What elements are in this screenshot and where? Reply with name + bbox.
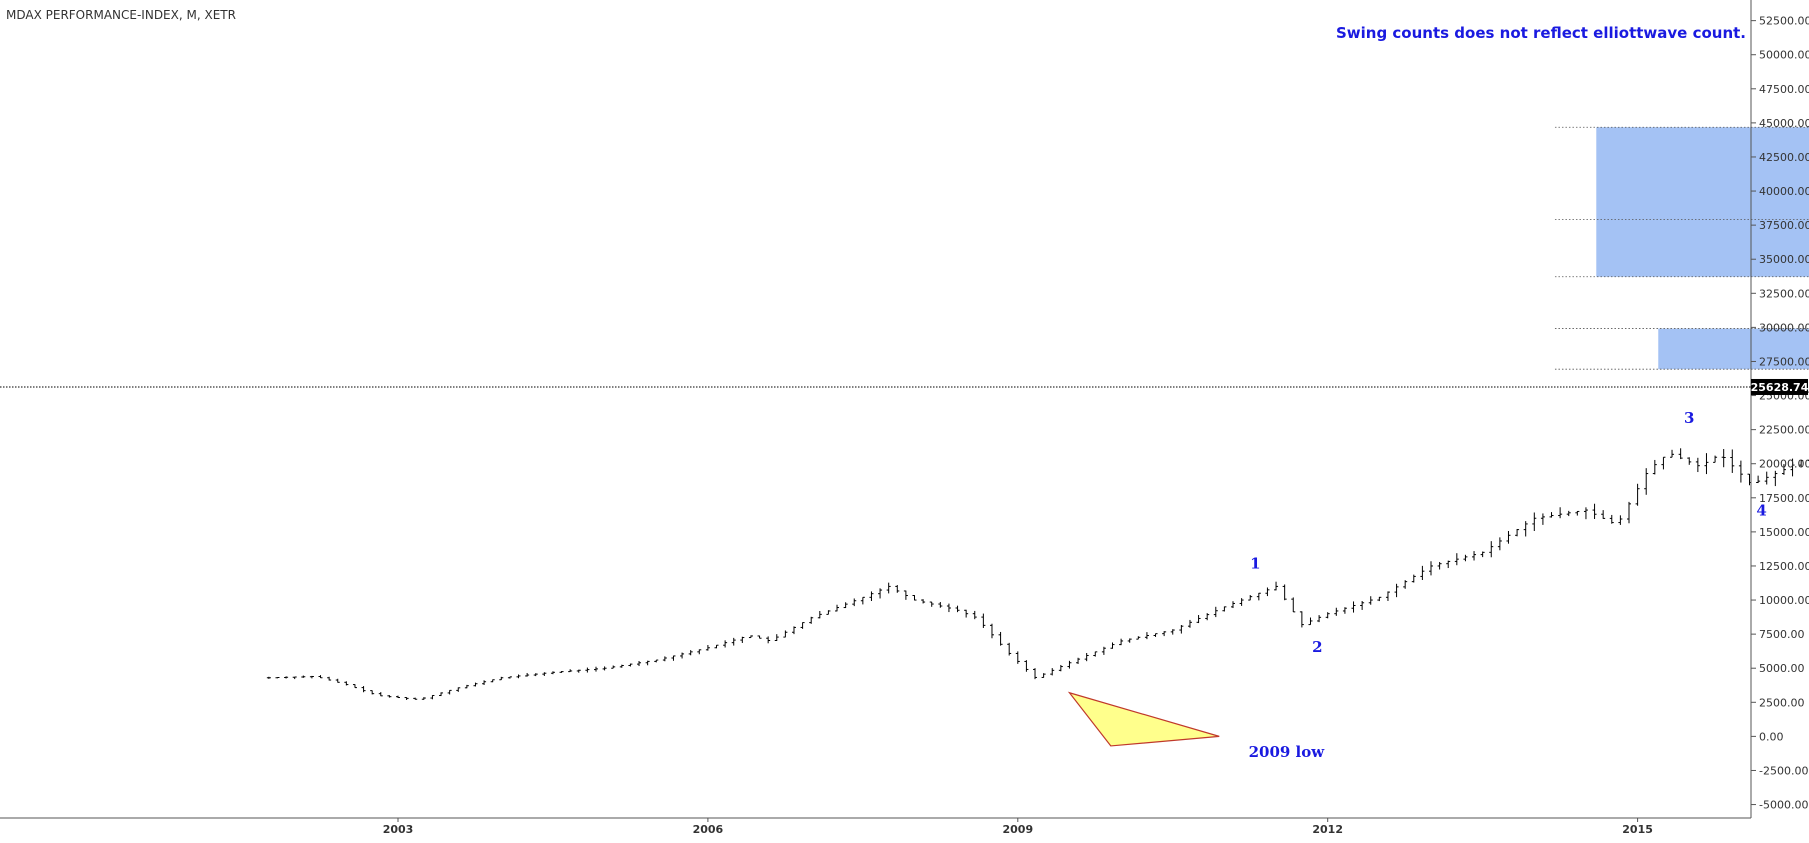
price-axis-label: 27500.00 <box>1759 355 1809 368</box>
price-axis-label: -2500.00 <box>1759 764 1808 777</box>
swing-label: 4 <box>1756 502 1766 520</box>
price-axis-label: 12500.00 <box>1759 560 1809 573</box>
fib-zone <box>1596 127 1809 277</box>
price-axis-label: 2500.00 <box>1759 696 1805 709</box>
price-axis-label: 5000.00 <box>1759 662 1805 675</box>
last-price-tag <box>1751 378 1808 395</box>
symbol-title: MDAX PERFORMANCE-INDEX, M, XETR <box>6 8 236 22</box>
time-axis-label: 2015 <box>1622 823 1653 836</box>
time-axis-label: 2012 <box>1312 823 1343 836</box>
price-axis-label: 37500.00 <box>1759 219 1809 232</box>
price-axis-label: 35000.00 <box>1759 253 1809 266</box>
price-axis-label: 22500.00 <box>1759 424 1809 437</box>
price-axis-label: 15000.00 <box>1759 526 1809 539</box>
annotation-label: 2009 low <box>1249 743 1326 761</box>
price-axis-label: 42500.00 <box>1759 151 1809 164</box>
price-axis-label: 10000.00 <box>1759 594 1809 607</box>
time-axis-label: 2003 <box>383 823 414 836</box>
price-axis-label: 40000.00 <box>1759 185 1809 198</box>
last-price-label: 25628.74 <box>1751 381 1809 394</box>
price-axis-label: 50000.00 <box>1759 49 1809 62</box>
triangle-annotation[interactable] <box>1067 691 1220 747</box>
swing-count-note: Swing counts does not reflect elliottwav… <box>1336 24 1746 42</box>
price-axis-label: 7500.00 <box>1759 628 1805 641</box>
fib-zone <box>1658 328 1809 370</box>
price-axis-label: 30000.00 <box>1759 321 1809 334</box>
time-axis-label: 2006 <box>693 823 724 836</box>
price-axis-label: 17500.00 <box>1759 492 1809 505</box>
price-axis-label: 52500.00 <box>1759 15 1809 28</box>
swing-label: 3 <box>1684 409 1694 427</box>
price-axis-label: 45000.00 <box>1759 117 1809 130</box>
swing-label: 2 <box>1312 638 1322 656</box>
price-axis-label: 0.00 <box>1759 730 1784 743</box>
swing-label: 1 <box>1250 555 1260 573</box>
price-axis-label: -5000.00 <box>1759 799 1808 812</box>
time-axis-label: 2009 <box>1002 823 1033 836</box>
price-axis-label: 20000.00 <box>1759 458 1809 471</box>
price-axis-label: 32500.00 <box>1759 287 1809 300</box>
price-axis-label: 47500.00 <box>1759 83 1809 96</box>
